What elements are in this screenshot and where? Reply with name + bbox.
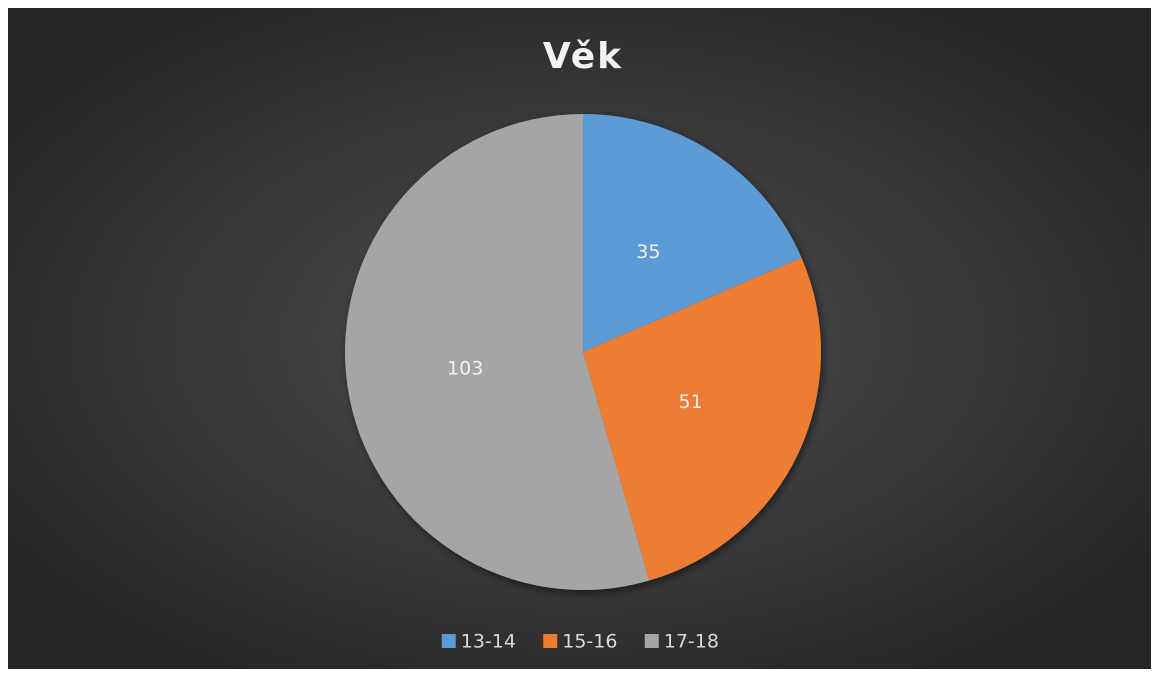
pie-slice (583, 257, 822, 581)
pie-slice (583, 114, 802, 352)
legend: 13-14 15-16 17-18 (441, 631, 719, 653)
data-label: 103 (447, 357, 483, 379)
pie-slice (345, 114, 650, 590)
legend-label: 15-16 (562, 631, 617, 653)
legend-label: 13-14 (461, 631, 516, 653)
chart-title: Věk (543, 36, 623, 77)
legend-swatch (644, 634, 659, 648)
legend-swatch (441, 634, 456, 648)
data-label: 35 (636, 241, 660, 263)
data-labels: 35 51 103 (447, 241, 703, 413)
legend-swatch (543, 634, 558, 648)
data-label: 51 (679, 391, 703, 413)
legend-label: 17-18 (664, 631, 719, 653)
pie (345, 114, 822, 590)
